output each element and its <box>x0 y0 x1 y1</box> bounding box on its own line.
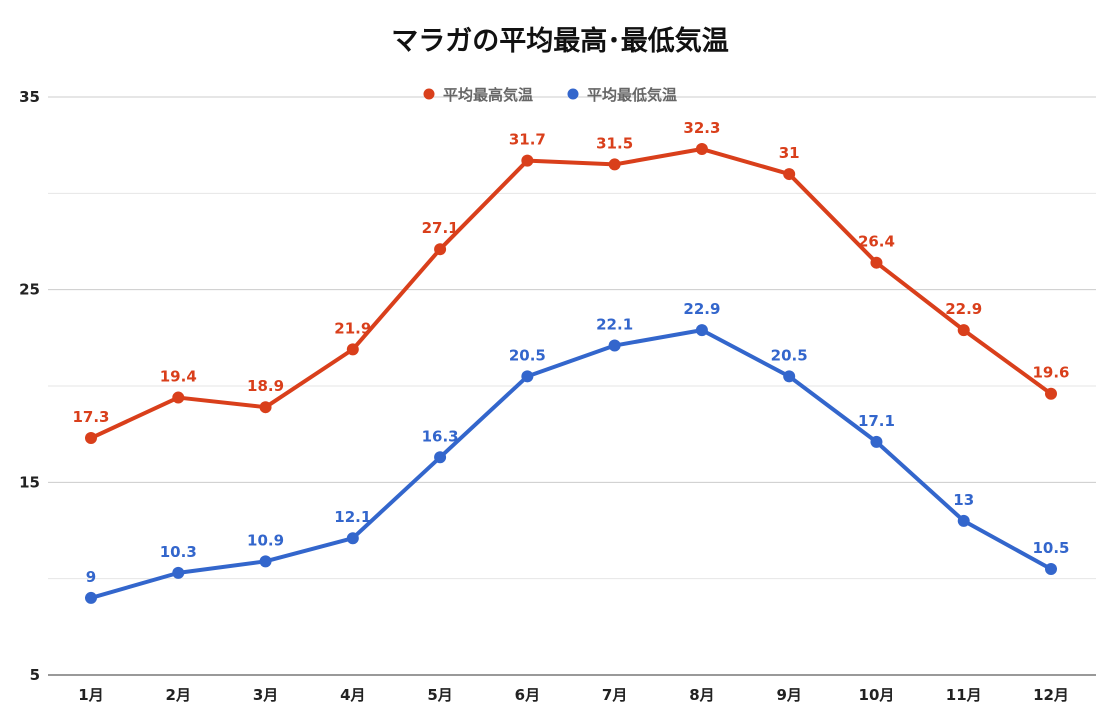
data-label: 10.3 <box>160 543 197 561</box>
x-tick-label: 6月 <box>515 686 540 704</box>
data-label: 21.9 <box>334 319 371 337</box>
data-point <box>695 143 708 156</box>
y-tick-label: 5 <box>30 666 40 684</box>
data-point <box>521 370 534 383</box>
x-tick-label: 2月 <box>166 686 191 704</box>
data-point <box>957 324 970 337</box>
data-label: 17.3 <box>72 408 109 426</box>
data-label: 17.1 <box>858 412 895 430</box>
data-point <box>783 370 796 383</box>
chart-title: マラガの平均最高･最低気温 <box>391 25 729 57</box>
data-label: 27.1 <box>422 219 459 237</box>
data-point <box>608 158 621 171</box>
data-point <box>172 566 185 579</box>
data-point <box>870 256 883 269</box>
data-point <box>1045 563 1057 576</box>
legend-label: 平均最高気温 <box>443 86 533 104</box>
data-label: 22.9 <box>683 300 720 318</box>
legend: 平均最高気温 平均最低気温 <box>423 86 677 104</box>
x-tick-label: 3月 <box>253 686 278 704</box>
legend-label: 平均最低気温 <box>587 86 677 104</box>
x-tick-label: 12月 <box>1033 686 1069 704</box>
series-line <box>89 328 1053 600</box>
data-point <box>85 432 97 445</box>
y-axis: 5 15 25 35 <box>19 88 40 684</box>
data-label: 20.5 <box>509 346 546 364</box>
series-group: 17.3 19.4 18.9 21.9 27.1 31.7 31.5 32.3 31 26.4 22… <box>72 119 1070 604</box>
series-min: 9 10.3 10.9 12.1 16.3 20.5 22.1 22.9 20.5 17.1 13 1… <box>85 300 1070 604</box>
series-line <box>89 147 1053 441</box>
x-tick-label: 11月 <box>946 686 982 704</box>
data-point <box>259 555 272 568</box>
data-label: 13 <box>953 491 974 509</box>
data-label: 10.5 <box>1032 539 1069 557</box>
data-label: 26.4 <box>858 233 895 251</box>
data-label: 16.3 <box>422 427 459 445</box>
data-label: 20.5 <box>771 346 808 364</box>
data-point <box>434 243 447 256</box>
series-max: 17.3 19.4 18.9 21.9 27.1 31.7 31.5 32.3 31 26.4 22… <box>72 119 1070 445</box>
data-label: 31.5 <box>596 134 633 152</box>
data-label: 9 <box>86 568 96 586</box>
data-label: 18.9 <box>247 377 284 395</box>
x-tick-label: 7月 <box>602 686 627 704</box>
data-point <box>172 391 185 404</box>
x-tick-label: 4月 <box>340 686 365 704</box>
y-tick-label: 15 <box>19 473 40 491</box>
y-tick-label: 25 <box>19 281 40 299</box>
x-tick-label: 10月 <box>859 686 895 704</box>
data-label: 31 <box>779 144 800 162</box>
data-point <box>259 401 272 414</box>
data-label: 22.9 <box>945 300 982 318</box>
x-tick-label: 1月 <box>78 686 103 704</box>
x-tick-label: 9月 <box>776 686 801 704</box>
data-point <box>870 435 883 448</box>
data-point <box>521 154 534 167</box>
data-label: 10.9 <box>247 531 284 549</box>
data-point <box>434 451 447 464</box>
x-axis: 1月 2月 3月 4月 5月 6月 7月 8月 9月 10月 11月 12月 <box>78 686 1069 704</box>
y-tick-label: 35 <box>19 88 40 106</box>
x-tick-label: 8月 <box>689 686 714 704</box>
data-label: 12.1 <box>334 508 371 526</box>
data-label: 19.6 <box>1032 364 1069 382</box>
data-point <box>1045 387 1057 400</box>
data-label: 31.7 <box>509 131 546 149</box>
legend-marker <box>567 88 579 100</box>
grid-lines <box>48 96 1096 676</box>
data-point <box>783 168 796 181</box>
data-label: 32.3 <box>683 119 720 137</box>
data-point <box>695 324 708 337</box>
data-point <box>608 339 621 352</box>
data-label: 22.1 <box>596 316 633 334</box>
x-tick-label: 5月 <box>427 686 452 704</box>
data-point <box>957 514 970 527</box>
data-point <box>85 591 97 604</box>
legend-marker <box>423 88 435 100</box>
data-point <box>346 343 359 356</box>
data-point <box>346 532 359 545</box>
data-label: 19.4 <box>160 368 197 386</box>
